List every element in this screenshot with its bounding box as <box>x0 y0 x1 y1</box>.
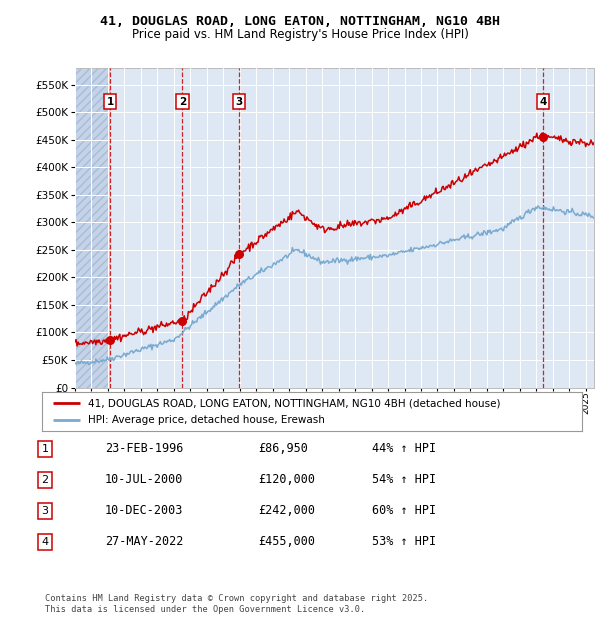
Text: 27-MAY-2022: 27-MAY-2022 <box>105 536 184 548</box>
Text: 54% ↑ HPI: 54% ↑ HPI <box>372 474 436 486</box>
Bar <box>75 68 110 388</box>
Text: 2: 2 <box>179 97 186 107</box>
Text: 2: 2 <box>41 475 49 485</box>
Text: 3: 3 <box>235 97 242 107</box>
Text: 41, DOUGLAS ROAD, LONG EATON, NOTTINGHAM, NG10 4BH (detached house): 41, DOUGLAS ROAD, LONG EATON, NOTTINGHAM… <box>88 398 500 408</box>
Text: £86,950: £86,950 <box>258 443 308 455</box>
Text: Contains HM Land Registry data © Crown copyright and database right 2025.
This d: Contains HM Land Registry data © Crown c… <box>45 595 428 614</box>
Text: 41, DOUGLAS ROAD, LONG EATON, NOTTINGHAM, NG10 4BH: 41, DOUGLAS ROAD, LONG EATON, NOTTINGHAM… <box>100 16 500 28</box>
Text: 10-JUL-2000: 10-JUL-2000 <box>105 474 184 486</box>
Text: 1: 1 <box>41 444 49 454</box>
Text: HPI: Average price, detached house, Erewash: HPI: Average price, detached house, Erew… <box>88 415 325 425</box>
Text: 3: 3 <box>41 506 49 516</box>
Text: 23-FEB-1996: 23-FEB-1996 <box>105 443 184 455</box>
Text: 60% ↑ HPI: 60% ↑ HPI <box>372 505 436 517</box>
Text: 53% ↑ HPI: 53% ↑ HPI <box>372 536 436 548</box>
Text: 44% ↑ HPI: 44% ↑ HPI <box>372 443 436 455</box>
Text: 10-DEC-2003: 10-DEC-2003 <box>105 505 184 517</box>
Text: 4: 4 <box>41 537 49 547</box>
Text: Price paid vs. HM Land Registry's House Price Index (HPI): Price paid vs. HM Land Registry's House … <box>131 29 469 41</box>
Text: £120,000: £120,000 <box>258 474 315 486</box>
Bar <box>75 68 110 388</box>
Text: £242,000: £242,000 <box>258 505 315 517</box>
Text: £455,000: £455,000 <box>258 536 315 548</box>
Text: 4: 4 <box>539 97 547 107</box>
Text: 1: 1 <box>107 97 114 107</box>
